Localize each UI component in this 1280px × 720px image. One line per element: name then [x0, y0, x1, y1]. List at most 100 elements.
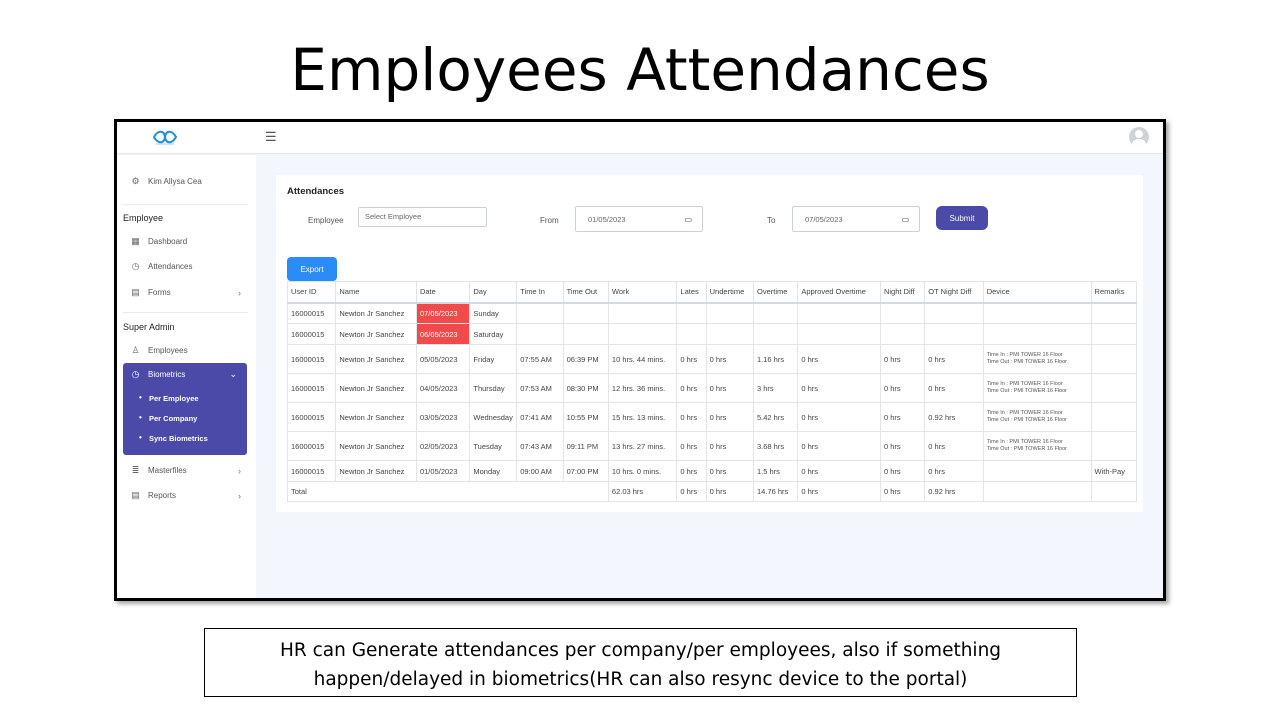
cell-approved-ot	[797, 302, 881, 324]
cell-work: 15 hrs. 13 mins.	[607, 402, 678, 432]
cell-date: 02/05/2023	[415, 431, 471, 461]
cell-date: 03/05/2023	[415, 402, 471, 432]
cell-ot-night-diff	[924, 323, 984, 345]
export-button[interactable]: Export	[287, 257, 337, 281]
cell-approved-ot: 0 hrs	[797, 344, 881, 374]
cell-device	[982, 323, 1092, 345]
col-header[interactable]: Undertime	[705, 281, 755, 304]
sidebar-subitem-per-company[interactable]: Per Company	[139, 413, 197, 423]
cell-user-id: 16000015	[286, 402, 337, 432]
cell-ot-night-diff: 0 hrs	[924, 460, 984, 482]
slide-caption: HR can Generate attendances per company/…	[204, 628, 1077, 697]
sidebar-subitem-sync-biometrics[interactable]: Sync Biometrics	[139, 433, 208, 443]
device-in: Time In : PMI TOWER 16 Floor	[986, 352, 1063, 358]
clock-icon: ◷	[131, 369, 140, 379]
col-header[interactable]: Remarks	[1090, 281, 1138, 304]
sidebar-item-label: Dashboard	[148, 237, 188, 246]
cell-lates: 0 hrs	[676, 344, 707, 374]
cell-overtime: 3.68 hrs	[752, 431, 799, 461]
col-header[interactable]: Day	[469, 281, 518, 304]
sidebar-item-reports[interactable]: ▤ Reports ›	[131, 490, 241, 501]
cell-day: Wednesday	[469, 402, 518, 432]
slide-title: Employees Attendances	[290, 36, 990, 104]
calendar-icon[interactable]: ▭	[684, 214, 692, 224]
cell-user-id: 16000015	[286, 302, 337, 324]
sidebar-item-biometrics[interactable]: ◷ Biometrics ⌄	[131, 369, 239, 380]
total-remarks	[1090, 481, 1138, 502]
device-out: Time Out : PMI TOWER 16 Floor	[986, 388, 1067, 394]
cell-overtime: 1.16 hrs	[752, 344, 799, 374]
cell-time-in: 07:53 AM	[516, 373, 564, 403]
sidebar-item-attendances[interactable]: ◷ Attendances	[131, 261, 241, 272]
cell-device: Time In : PMI TOWER 16 Floor Time Out : P…	[982, 373, 1092, 403]
submit-button[interactable]: Submit	[936, 206, 988, 230]
cell-time-out: 07:00 PM	[562, 460, 609, 482]
table-row: 16000015 Newton Jr Sanchez 06/05/2023 Sa…	[286, 323, 1138, 345]
cell-user-id: 16000015	[286, 323, 337, 345]
cell-name: Newton Jr Sanchez	[335, 431, 417, 461]
company-logo	[152, 130, 178, 145]
cell-day: Friday	[469, 344, 518, 374]
col-header[interactable]: Date	[415, 281, 471, 304]
device-out: Time Out : PMI TOWER 16 Floor	[986, 446, 1067, 452]
grid-icon: ▦	[131, 236, 140, 246]
menu-toggle-icon[interactable]: ☰	[265, 129, 277, 144]
cell-work: 10 hrs. 44 mins.	[607, 344, 678, 374]
col-header[interactable]: User ID	[286, 281, 337, 304]
calendar-icon[interactable]: ▭	[901, 214, 909, 224]
cell-time-in	[516, 302, 564, 324]
col-header[interactable]: Approved Overtime	[797, 281, 881, 304]
cell-night-diff: 0 hrs	[879, 431, 926, 461]
col-header[interactable]: Overtime	[752, 281, 799, 304]
sidebar-group-biometrics: ◷ Biometrics ⌄ Per Employee Per Company …	[123, 363, 247, 455]
col-header[interactable]: Time In	[516, 281, 564, 304]
col-header[interactable]: Time Out	[562, 281, 609, 304]
total-work: 62.03 hrs	[607, 481, 678, 502]
col-header[interactable]: Device	[982, 281, 1092, 304]
from-date-input[interactable]: 01/05/2023 ▭	[575, 206, 703, 232]
cell-approved-ot: 0 hrs	[797, 373, 881, 403]
sidebar-user[interactable]: ⚙ Kim Allysa Cea	[131, 176, 201, 187]
col-header[interactable]: Work	[607, 281, 678, 304]
sidebar: ⚙ Kim Allysa Cea Employee ▦ Dashboard ◷ …	[117, 155, 256, 598]
sidebar-item-masterfiles[interactable]: ≣ Masterfiles ›	[131, 465, 241, 476]
cell-time-out	[562, 302, 609, 324]
col-header[interactable]: Night Diff	[879, 281, 926, 304]
total-device	[982, 481, 1092, 502]
col-header[interactable]: Lates	[676, 281, 707, 304]
cell-day: Monday	[469, 460, 518, 482]
sidebar-item-employees[interactable]: ♙ Employees	[131, 345, 241, 356]
cell-undertime: 0 hrs	[705, 402, 755, 432]
cell-night-diff	[879, 302, 926, 324]
total-night-diff: 0 hrs	[879, 481, 926, 502]
cell-lates: 0 hrs	[676, 460, 707, 482]
cell-name: Newton Jr Sanchez	[335, 302, 417, 324]
total-approved-ot: 0 hrs	[797, 481, 881, 502]
cell-time-in: 07:43 AM	[516, 431, 564, 461]
chevron-right-icon: ›	[238, 490, 241, 501]
employee-select[interactable]: Select Employee	[358, 207, 487, 227]
cell-approved-ot: 0 hrs	[797, 431, 881, 461]
top-bar: ☰	[117, 122, 1163, 154]
table-row: 16000015 Newton Jr Sanchez 02/05/2023 Tu…	[286, 431, 1138, 461]
cell-ot-night-diff: 0 hrs	[924, 431, 984, 461]
cell-ot-night-diff: 0.92 hrs	[924, 402, 984, 432]
cell-ot-night-diff	[924, 302, 984, 324]
cell-user-id: 16000015	[286, 431, 337, 461]
to-date-input[interactable]: 07/05/2023 ▭	[792, 206, 920, 232]
sidebar-subitem-per-employee[interactable]: Per Employee	[139, 393, 199, 403]
col-header[interactable]: OT Night Diff	[924, 281, 984, 304]
sidebar-item-forms[interactable]: ▤ Forms ›	[131, 287, 241, 298]
cell-date: 01/05/2023	[415, 460, 471, 482]
attendances-card: Attendances Employee Select Employee Fro…	[276, 175, 1143, 512]
device-out: Time Out : PMI TOWER 16 Floor	[986, 359, 1067, 365]
table-row: 16000015 Newton Jr Sanchez 07/05/2023 Su…	[286, 302, 1138, 324]
table-row: 16000015 Newton Jr Sanchez 04/05/2023 Th…	[286, 373, 1138, 403]
col-header[interactable]: Name	[335, 281, 417, 304]
sidebar-item-dashboard[interactable]: ▦ Dashboard	[131, 236, 241, 247]
user-icon: ♙	[131, 345, 140, 355]
user-avatar[interactable]	[1129, 127, 1149, 147]
total-label: Total	[287, 481, 609, 502]
cell-lates: 0 hrs	[676, 373, 707, 403]
total-ot-night-diff: 0.92 hrs	[924, 481, 984, 502]
